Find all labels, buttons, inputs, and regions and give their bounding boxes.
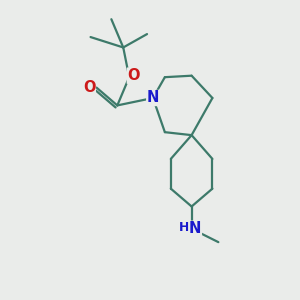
Text: N: N	[147, 91, 159, 106]
Text: O: O	[128, 68, 140, 83]
Text: H: H	[178, 221, 189, 234]
Text: O: O	[83, 80, 95, 95]
Text: N: N	[189, 221, 201, 236]
